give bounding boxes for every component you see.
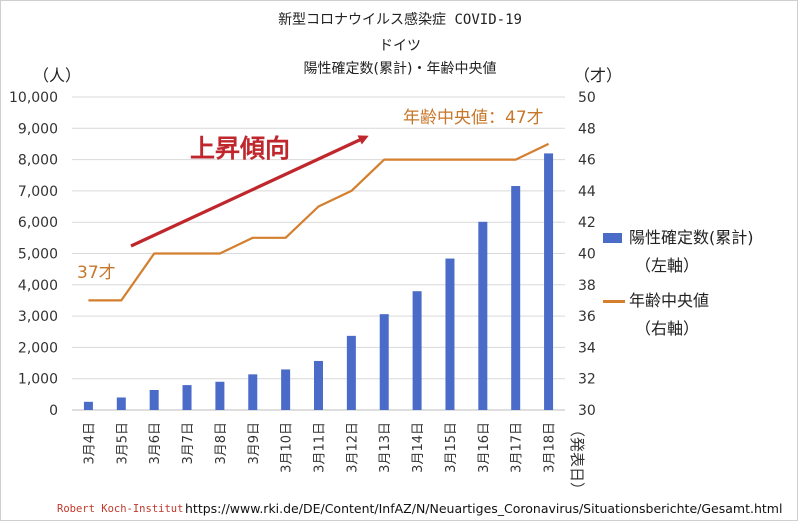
x-axis-tick-label: 3月5日 [115,422,130,465]
left-axis-tick-label: 8,000 [18,153,58,169]
left-axis-tick-label: 3,000 [18,309,58,325]
bar [182,385,192,410]
median-age-line [88,142,550,302]
legend-line-swatch [603,300,625,303]
annotations: 上昇傾向 37才 年齢中央値：47才 [77,108,544,283]
right-axis-tick-label: 46 [578,153,596,169]
x-axis-tick-label: 3月12日 [345,422,360,473]
legend-bar-axis-note: （左軸） [635,256,700,275]
x-axis-tick-label: 3月14日 [411,422,426,473]
left-axis-tick-label: 0 [49,403,58,419]
bar [544,153,554,411]
left-axis-tick-label: 4,000 [18,278,58,294]
x-axis-tick-label: 3月4日 [82,422,97,465]
right-axis-tick-label: 36 [578,309,596,325]
right-axis-tick-label: 38 [578,278,596,294]
right-axis-tick-label: 40 [578,247,596,263]
bar [314,360,323,410]
x-axis-tick-label: 3月9日 [247,422,262,465]
bar [445,258,455,410]
x-axis-tick-label: 3月15日 [444,422,459,473]
x-axis-tick-label: 3月10日 [280,422,295,473]
end-age-label: 年齢中央値：47才 [403,108,544,128]
bar [248,374,258,410]
right-axis-ticks: 30 32 34 36 38 40 42 44 46 48 50 [578,90,596,419]
bar [215,381,225,410]
bar [379,314,389,410]
right-axis-tick-label: 32 [578,372,596,388]
left-axis-tick-label: 1,000 [18,372,58,388]
left-axis-tick-label: 6,000 [18,215,58,231]
left-axis-tick-label: 5,000 [18,247,58,263]
start-age-label: 37才 [77,263,116,283]
x-axis-tick-label: 3月13日 [378,422,393,473]
bar [149,389,159,410]
right-axis-tick-label: 30 [578,403,596,419]
bar [281,369,291,410]
x-axis-tick-label: 3月18日 [543,422,558,473]
bar [346,335,356,410]
legend-line-axis-note: （右軸） [635,319,700,338]
left-axis-tick-label: 9,000 [18,121,58,137]
right-axis-tick-label: 48 [578,121,596,137]
x-axis-tick-label: 3月7日 [181,422,196,465]
trend-arrow [130,135,369,248]
chart-subtitle-country: ドイツ [379,38,421,54]
x-axis-tick-label: 3月8日 [214,422,229,465]
legend-bar-label: 陽性確定数(累計) [629,228,754,247]
bar [511,186,521,410]
trend-label: 上昇傾向 [190,134,290,163]
x-axis-ticks: 3月4日 3月5日 3月6日 3月7日 3月8日 3月9日 3月10日 3月11日 3月12日 3… [82,422,586,497]
source-org: Robert Koch-Institut [57,503,184,515]
left-axis-tick-label: 10,000 [9,90,58,106]
right-axis-tick-label: 44 [578,184,596,200]
bar [83,401,93,410]
right-axis-unit: （才） [574,66,623,85]
left-axis-tick-label: 2,000 [18,340,58,356]
left-axis-unit: （人） [33,66,82,85]
line-series [88,142,550,302]
right-axis-tick-label: 34 [578,340,596,356]
bar [116,397,126,410]
bar [478,221,488,410]
chart-title: 新型コロナウイルス感染症 COVID-19 [278,12,522,28]
bar-series [83,153,554,411]
legend-line-label: 年齢中央値 [629,291,710,310]
legend-item-bars: 陽性確定数(累計) （左軸） [603,224,754,280]
x-axis-tick-label: 3月17日 [510,422,525,473]
right-axis-tick-label: 42 [578,215,596,231]
x-axis-tick-label: 3月11日 [313,422,328,473]
x-axis-tick-label: 3月6日 [148,422,163,465]
legend-bar-swatch [603,233,622,243]
bar [412,291,422,410]
x-axis-tick-label: 3月16日 [477,422,492,473]
left-axis-tick-label: 7,000 [18,184,58,200]
chart-subtitle-metrics: 陽性確定数(累計)・年齢中央値 [303,61,497,77]
right-axis-tick-label: 50 [578,90,596,106]
legend-item-line: 年齢中央値 （右軸） [603,287,709,343]
x-axis-title: （発表日） [568,422,586,497]
left-axis-ticks: 0 1,000 2,000 3,000 4,000 5,000 6,000 7,000 8,00… [9,90,58,419]
source-url[interactable]: https://www.rki.de/DE/Content/InfAZ/N/Ne… [185,501,783,516]
